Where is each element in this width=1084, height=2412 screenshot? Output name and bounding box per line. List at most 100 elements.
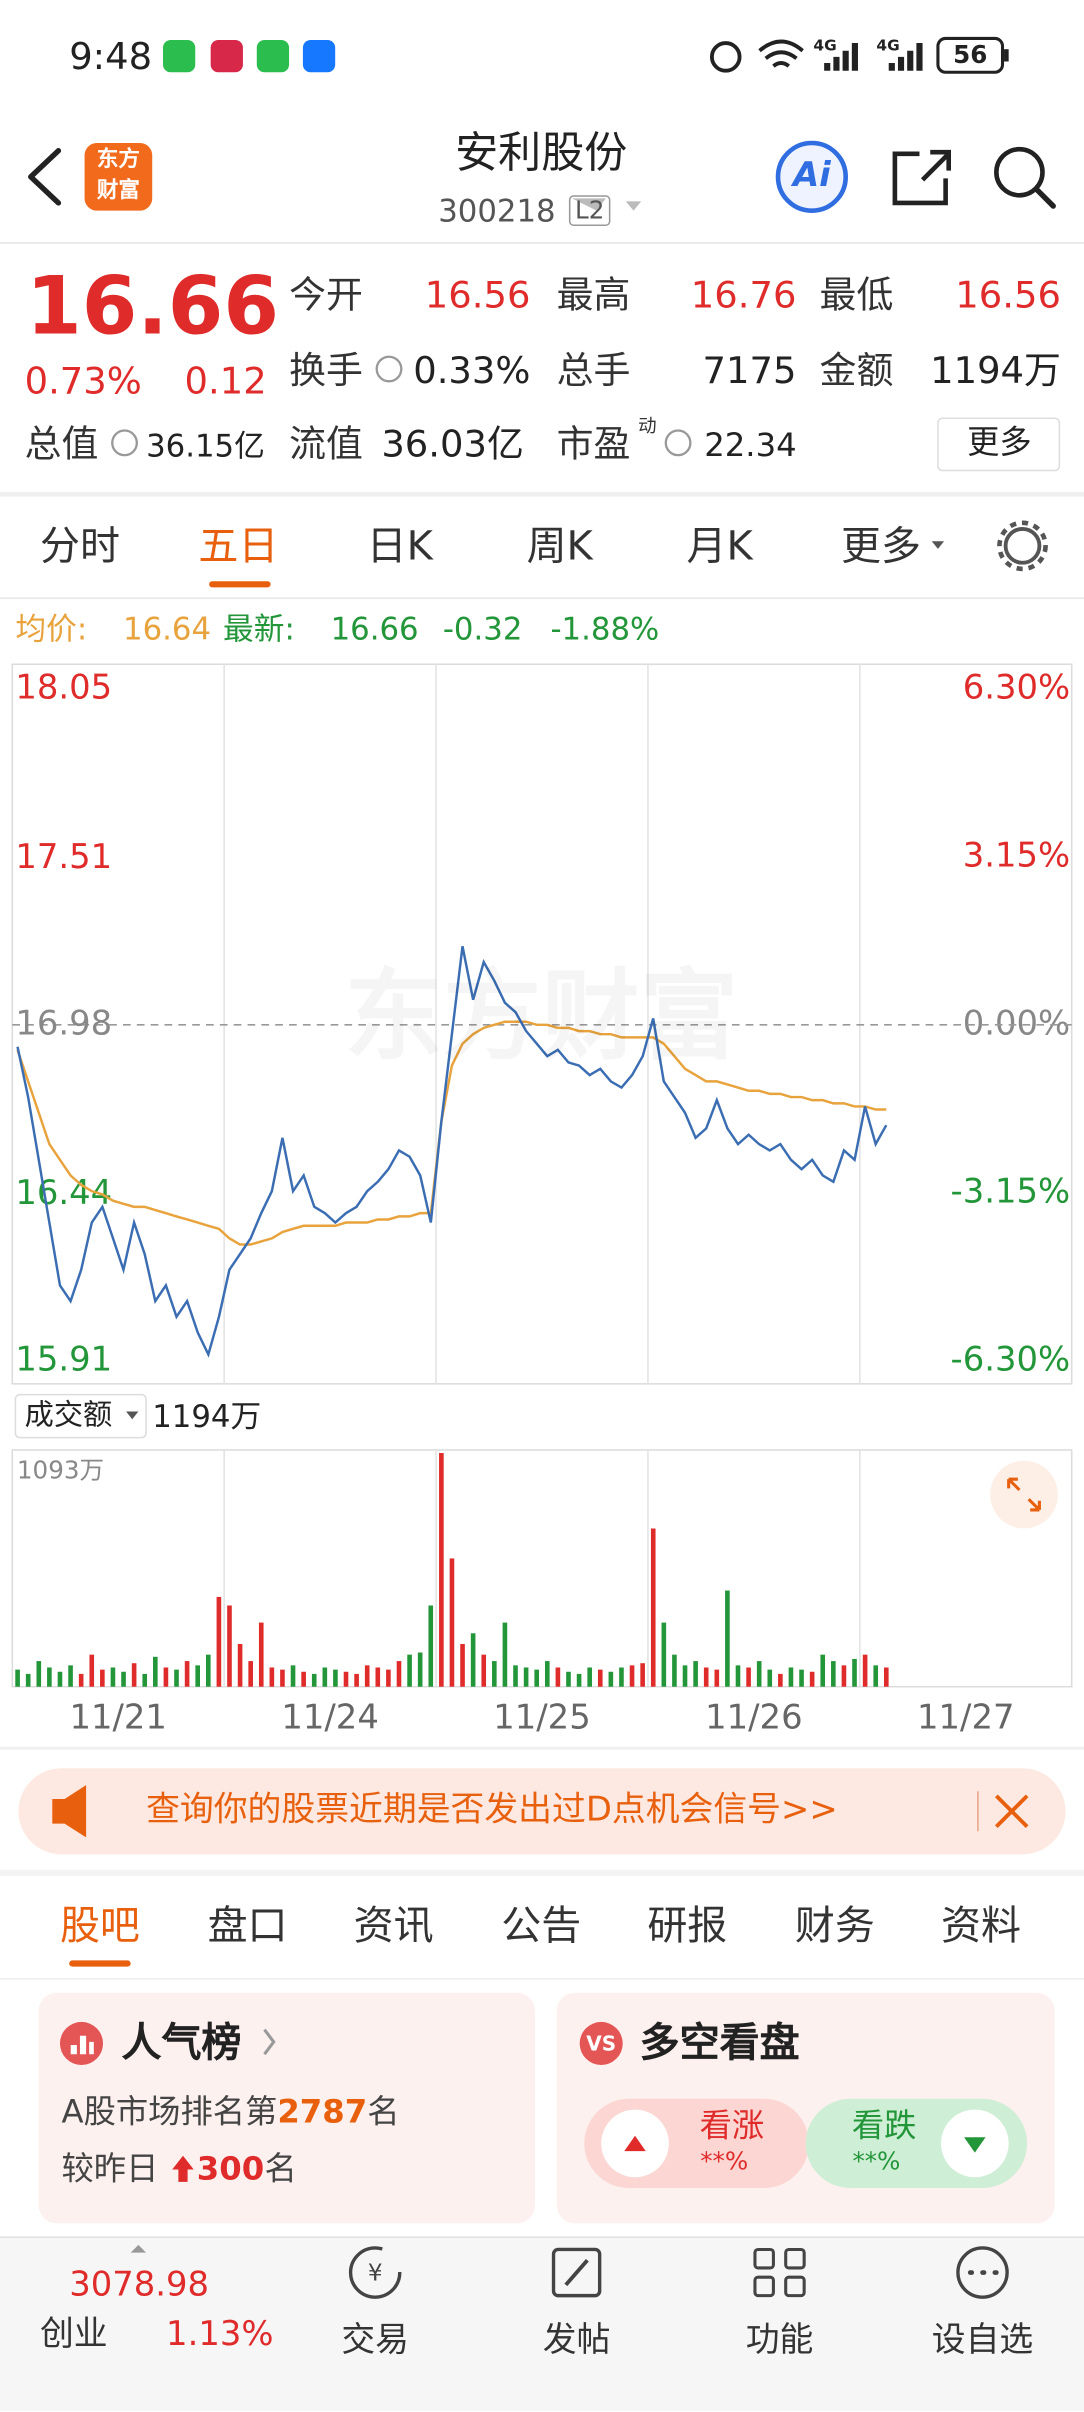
info-icon[interactable] [664, 429, 692, 457]
nav-label[interactable]: 交易 [341, 2321, 410, 2361]
volume-bar [121, 1671, 126, 1687]
avg-value: 16.64 [123, 610, 212, 648]
volume-bar [216, 1596, 222, 1687]
nav-label[interactable]: 功能 [745, 2321, 814, 2361]
volume-bar [354, 1673, 359, 1687]
settings-icon[interactable] [1003, 527, 1042, 565]
period-tab[interactable]: 周K [526, 524, 593, 571]
y-tick-label: 18.05 [15, 667, 112, 706]
volume-bar [333, 1669, 338, 1687]
vs-icon [579, 2021, 623, 2065]
content-tab[interactable]: 盘口 [207, 1903, 288, 1950]
field-value: 0.33% [413, 349, 531, 393]
battery-tip [1004, 49, 1009, 62]
volume-selector-label[interactable]: 成交额 [24, 1398, 113, 1433]
volume-bar [131, 1663, 137, 1687]
rank-change-prefix: 较昨日 [61, 2150, 159, 2188]
period-tab[interactable]: 月K [686, 524, 753, 571]
bear-value: **% [852, 2146, 901, 2176]
signal-icon [824, 43, 858, 71]
card-title[interactable]: 多空看盘 [639, 2020, 800, 2067]
volume-bar [778, 1673, 783, 1687]
volume-selector[interactable] [14, 1393, 147, 1439]
banner-text[interactable]: 查询你的股票近期是否发出过D点机会信号>> [146, 1791, 838, 1830]
y2-tick-label: 3.15% [963, 835, 1070, 874]
y-tick-label: 17.51 [15, 837, 112, 876]
volume-bar [15, 1669, 20, 1687]
content-tab[interactable]: 财务 [794, 1903, 875, 1950]
field-value: 1194万 [930, 349, 1061, 393]
period-tab[interactable]: 五日 [198, 524, 279, 571]
close-icon[interactable] [994, 1794, 1029, 1829]
index-value[interactable]: 3078.98 [69, 2266, 210, 2305]
chart: -6.30%-3.15%0.00%3.15%6.30%15.9116.4416.… [12, 664, 1072, 1737]
field-value: 7175 [702, 349, 797, 393]
function-icon [784, 2275, 806, 2298]
app-icon [302, 39, 336, 73]
volume-tick-label: 1093万 [17, 1455, 104, 1484]
field-value: 16.76 [690, 273, 797, 317]
volume-bar [343, 1671, 349, 1687]
content-tab[interactable]: 资讯 [353, 1903, 434, 1950]
info-icon[interactable] [111, 429, 138, 457]
y-tick-label: 16.98 [15, 1003, 112, 1042]
volume-bar [258, 1622, 264, 1687]
card-bg[interactable] [38, 1992, 536, 2224]
function-icon[interactable] [753, 2247, 775, 2270]
volume-bar [523, 1667, 529, 1687]
x-tick-label: 11/24 [281, 1698, 378, 1737]
trade-icon[interactable] [348, 2246, 402, 2299]
banner-bg[interactable] [18, 1768, 1066, 1855]
bear-label[interactable]: 看跌 [851, 2107, 917, 2145]
volume-bar [831, 1661, 836, 1687]
post-icon[interactable] [551, 2247, 602, 2298]
volume-bar [153, 1656, 158, 1687]
search-icon-handle [1033, 186, 1056, 209]
content-tab[interactable]: 股吧 [59, 1903, 140, 1950]
latest-change: -0.32 [442, 610, 523, 648]
y-tick-label: 15.91 [15, 1339, 112, 1378]
search-icon[interactable] [994, 146, 1045, 198]
volume-bar [25, 1673, 31, 1687]
period-tab[interactable]: 分时 [39, 524, 120, 571]
content-tab[interactable]: 公告 [501, 1903, 582, 1950]
volume-bar [290, 1665, 296, 1687]
period-tab[interactable]: 更多 [841, 524, 922, 571]
stock-code: 300218 [438, 192, 556, 230]
watchlist-icon[interactable] [956, 2246, 1009, 2299]
nav-label[interactable]: 发帖 [542, 2321, 611, 2361]
field-label: 最高 [556, 273, 631, 317]
volume-frame [11, 1449, 1073, 1688]
alarm-icon [709, 41, 742, 73]
volume-bar [205, 1654, 211, 1687]
share-icon[interactable] [892, 149, 951, 206]
x-tick-label: 11/21 [70, 1698, 167, 1737]
field-label: 最低 [819, 273, 894, 317]
field-label: 市盈 [556, 422, 631, 466]
divider [0, 1746, 1084, 1750]
more-button[interactable]: 更多 [967, 423, 1032, 461]
expand-button[interactable] [990, 1460, 1058, 1529]
volume-bar [89, 1654, 95, 1687]
period-tab[interactable]: 日K [366, 524, 433, 571]
bull-label[interactable]: 看涨 [699, 2107, 765, 2145]
info-icon[interactable] [375, 355, 403, 383]
volume-bar [248, 1661, 253, 1687]
more-button-bg[interactable] [937, 417, 1061, 472]
content-tab[interactable]: 研报 [647, 1903, 728, 1950]
post-icon-pen [564, 2258, 589, 2287]
volume-bar [375, 1667, 381, 1687]
content-tab[interactable]: 资料 [940, 1903, 1021, 1950]
card-title[interactable]: 人气榜 [121, 2020, 242, 2067]
code-dropdown[interactable] [625, 201, 642, 211]
ai-label[interactable]: Ai [792, 156, 831, 196]
ai-button[interactable] [775, 140, 848, 213]
volume-bar [883, 1667, 889, 1687]
volume-bar [597, 1669, 603, 1687]
volume-bar [693, 1661, 698, 1687]
nav-label[interactable]: 设自选 [931, 2321, 1034, 2361]
index-name[interactable]: 创业 [39, 2315, 108, 2355]
bull-value: **% [700, 2146, 749, 2176]
volume-bar [492, 1661, 497, 1687]
back-icon[interactable] [28, 147, 62, 206]
